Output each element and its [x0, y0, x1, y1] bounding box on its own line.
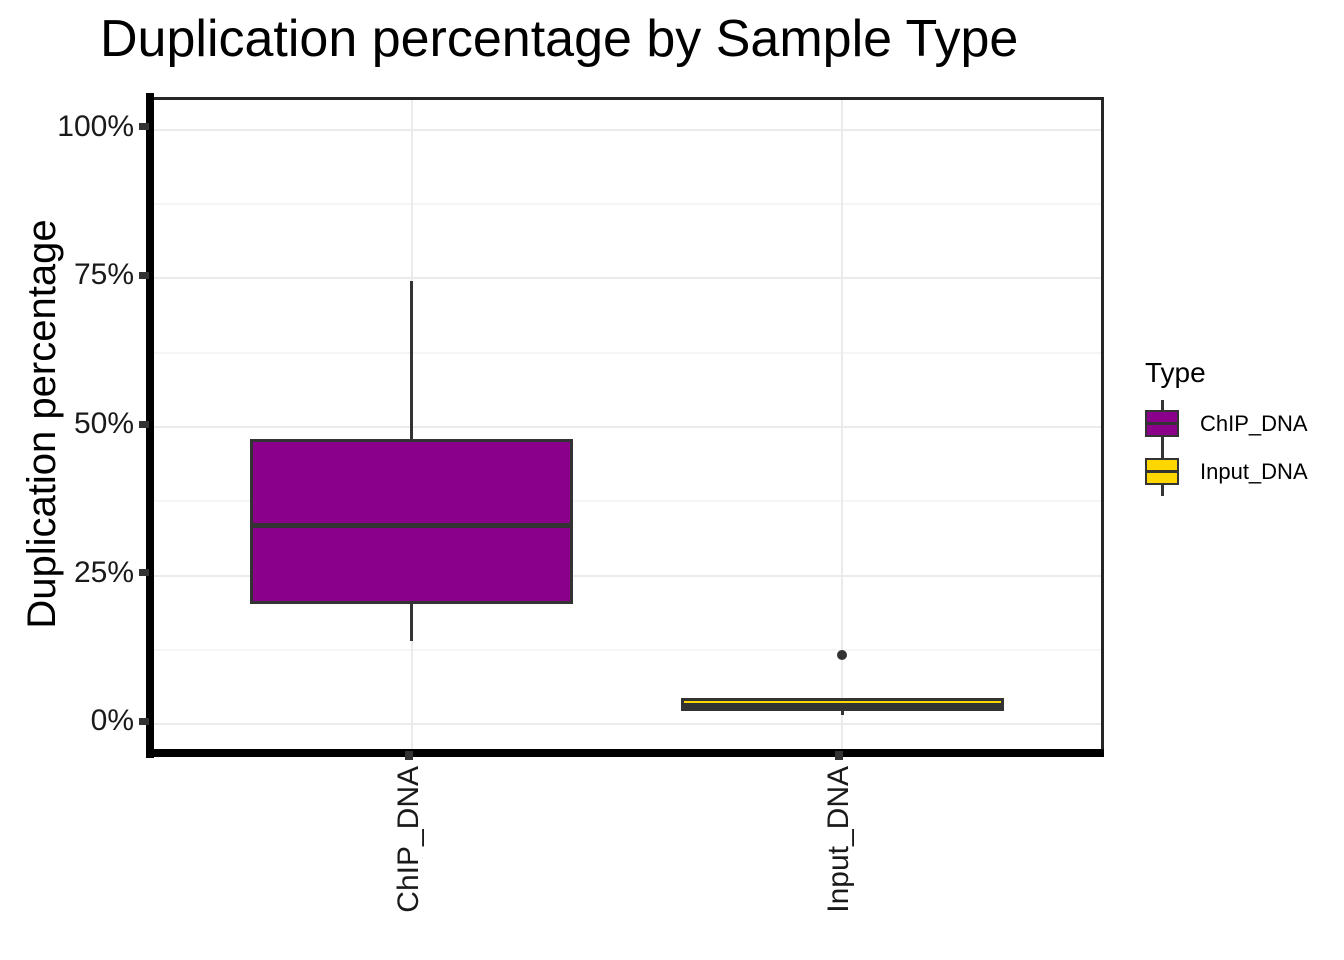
legend-item: ChIP_DNA — [1140, 400, 1344, 448]
box-ChIP_DNA — [249, 438, 574, 605]
legend-title: Type — [1145, 357, 1206, 388]
median-line — [680, 702, 1005, 708]
y-tick-label: 100% — [57, 109, 134, 143]
gridline-minor — [153, 203, 1101, 206]
gridline-minor — [153, 351, 1101, 354]
gridline-major — [153, 277, 1101, 280]
legend-item-label: Input_DNA — [1200, 459, 1308, 484]
x-tick-label: Input_DNA — [822, 766, 856, 913]
y-tick-label: 75% — [73, 258, 134, 292]
x-axis-line — [146, 749, 1104, 757]
y-tick-mark — [139, 271, 149, 279]
x-tick-mark — [835, 751, 844, 760]
outlier-point — [837, 649, 848, 660]
plot-panel — [150, 97, 1104, 757]
legend-key-median — [1147, 422, 1177, 425]
x-tick-mark — [404, 751, 413, 760]
gridline-vertical — [841, 100, 844, 754]
legend-key-median — [1147, 470, 1177, 473]
gridline-major — [153, 128, 1101, 131]
x-tick-label: ChIP_DNA — [391, 766, 425, 913]
y-tick-label: 0% — [90, 704, 134, 738]
median-line — [249, 523, 574, 529]
gridline-minor — [153, 648, 1101, 651]
y-tick-mark — [139, 123, 149, 131]
gridline-major — [153, 574, 1101, 577]
legend-item-label: ChIP_DNA — [1200, 411, 1308, 436]
legend-item: Input_DNA — [1140, 448, 1344, 496]
y-tick-label: 25% — [73, 555, 134, 589]
plot-title: Duplication percentage by Sample Type — [100, 10, 1019, 68]
upper-whisker — [410, 281, 414, 439]
y-tick-mark — [139, 569, 149, 577]
legend-key-boxplot — [1145, 448, 1179, 496]
legend: Type ChIP_DNA Input_DNA — [1140, 356, 1344, 496]
y-tick-mark — [139, 717, 149, 725]
lower-whisker — [410, 604, 414, 642]
gridline-minor — [153, 500, 1101, 503]
legend-key-boxplot — [1145, 400, 1179, 448]
y-axis-line — [146, 93, 154, 758]
y-tick-label: 50% — [73, 407, 134, 440]
lower-whisker — [840, 711, 844, 716]
gridline-major — [153, 723, 1101, 726]
y-tick-mark — [139, 420, 149, 428]
legend-items: ChIP_DNA Input_DNA — [1140, 400, 1344, 496]
gridline-major — [153, 426, 1101, 428]
